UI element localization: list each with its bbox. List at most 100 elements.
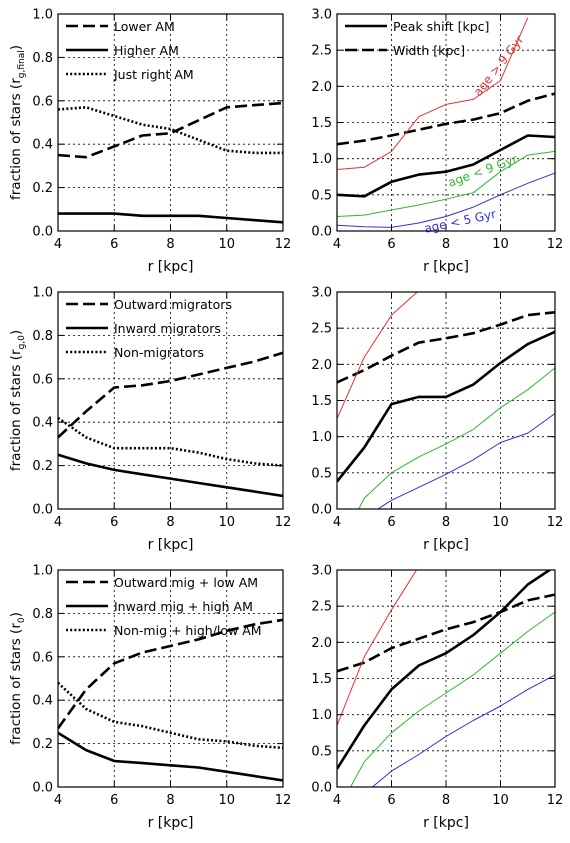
y-tick-label: 0.0 [311,503,332,518]
y-tick-label: 0.0 [311,225,332,240]
series-line-4 [337,150,555,217]
x-tick-label: 6 [110,793,118,808]
x-tick-label: 12 [547,515,564,530]
x-axis-label: r [kpc] [148,815,194,831]
x-axis-label: r [kpc] [423,259,469,275]
series-line-2 [58,731,283,782]
y-tick-label: 0.0 [32,225,53,240]
series-line-3 [58,106,283,155]
series-line-4 [358,367,555,509]
y-tick-label: 0.0 [32,503,53,518]
legend-label: Width [kpc] [393,43,465,58]
x-tick-label: 8 [166,515,174,530]
y-tick-label: 0.0 [311,781,332,796]
y-tick-label: 3.0 [311,8,332,23]
series-line-1 [58,618,283,730]
panel-6: 4 6 8 10 12 0.0 0.5 1.0 1.5 2.0 2.5 3.0 r [kpc] [311,564,563,832]
x-tick-label: 10 [492,515,509,530]
y-tick-label: 0.4 [32,138,53,153]
y-tick-label: 0.6 [32,94,53,109]
x-axis-label: r [kpc] [148,537,194,553]
y-tick-label: 1.5 [311,116,332,131]
y-tick-label: 0.4 [32,416,53,431]
panel-5: Outward mig + low AM Inward mig + high AM… [8,564,291,832]
series-line-2 [337,311,555,384]
x-tick-label: 12 [275,237,292,252]
series-line-2 [337,593,555,673]
panel-1: Lower AM Higher AM Just right AM 4 6 8 10 12 0.0… [8,8,291,276]
legend-label: Inward migrators [114,321,221,336]
y-tick-label: 2.5 [311,44,332,59]
x-tick-label: 4 [333,515,341,530]
x-tick-label: 4 [54,515,62,530]
x-tick-label: 6 [387,515,395,530]
y-tick-label: 2.5 [311,600,332,615]
y-tick-label: 0.4 [32,694,53,709]
x-tick-label: 12 [275,793,292,808]
y-tick-label: 0.2 [32,459,53,474]
x-tick-label: 4 [54,793,62,808]
x-tick-label: 8 [442,793,450,808]
x-tick-label: 6 [110,515,118,530]
y-tick-label: 0.8 [32,329,53,344]
y-tick-label: 3.0 [311,564,332,579]
x-axis-label: r [kpc] [423,537,469,553]
y-tick-label: 3.0 [311,286,332,301]
series-line-3 [337,570,418,726]
x-axis-label: r [kpc] [148,259,194,275]
series-line-2 [337,92,555,146]
x-tick-label: 8 [442,237,450,252]
x-tick-label: 12 [275,515,292,530]
series-line-3 [337,17,529,170]
legend-label: Non-migrators [114,345,204,360]
legend-label: Just right AM [113,67,194,82]
series-line-1 [58,351,283,439]
legend-label: Outward mig + low AM [114,575,258,590]
legend-label: Lower AM [114,19,175,34]
x-tick-label: 10 [218,237,235,252]
y-tick-label: 1.0 [311,708,332,723]
y-tick-label: 0.5 [311,188,332,203]
legend-label: Higher AM [114,43,179,58]
series-line-5 [377,413,555,509]
series-line-1 [337,330,555,483]
y-tick-label: 1.0 [311,152,332,167]
legend-label: Peak shift [kpc] [393,19,489,34]
y-tick-label: 2.0 [311,80,332,95]
x-tick-label: 10 [492,793,509,808]
x-tick-label: 8 [442,515,450,530]
panel-3: Outward migrators Inward migrators Non-mig… [8,286,291,554]
y-tick-label: 1.0 [32,286,53,301]
x-tick-label: 6 [110,237,118,252]
series-annotation: age < 9 Gyr [446,152,519,190]
legend-label: Outward migrators [114,297,232,312]
series-line-1 [337,134,555,198]
y-tick-label: 1.5 [311,672,332,687]
y-tick-label: 1.5 [311,394,332,409]
y-tick-label: 0.6 [32,650,53,665]
y-tick-label: 0.5 [311,744,332,759]
y-axis-label: fraction of stars (r0) [8,612,27,745]
y-tick-label: 2.0 [311,636,332,651]
y-tick-label: 2.5 [311,322,332,337]
panel-4: 4 6 8 10 12 0.0 0.5 1.0 1.5 2.0 2.5 3.0 r [kpc] [311,286,563,554]
series-line-1 [58,101,283,159]
x-tick-label: 8 [166,793,174,808]
series-line-1 [337,570,552,770]
series-line-3 [337,292,418,419]
series-line-2 [58,453,283,498]
y-tick-label: 0.8 [32,51,53,66]
x-tick-label: 4 [333,793,341,808]
x-axis-label: r [kpc] [423,815,469,831]
x-tick-label: 12 [547,793,564,808]
series-line-5 [337,172,555,228]
y-axis-label: fraction of stars (rg,final) [8,45,27,200]
series-line-3 [58,681,283,750]
x-tick-label: 10 [218,515,235,530]
series-line-5 [372,674,555,787]
y-axis-label: fraction of stars (rg,0) [8,330,27,471]
series-line-4 [350,611,555,787]
x-tick-label: 8 [166,237,174,252]
panel-2: Peak shift [kpc] Width [kpc] age > 9 Gyr ag… [311,8,563,276]
